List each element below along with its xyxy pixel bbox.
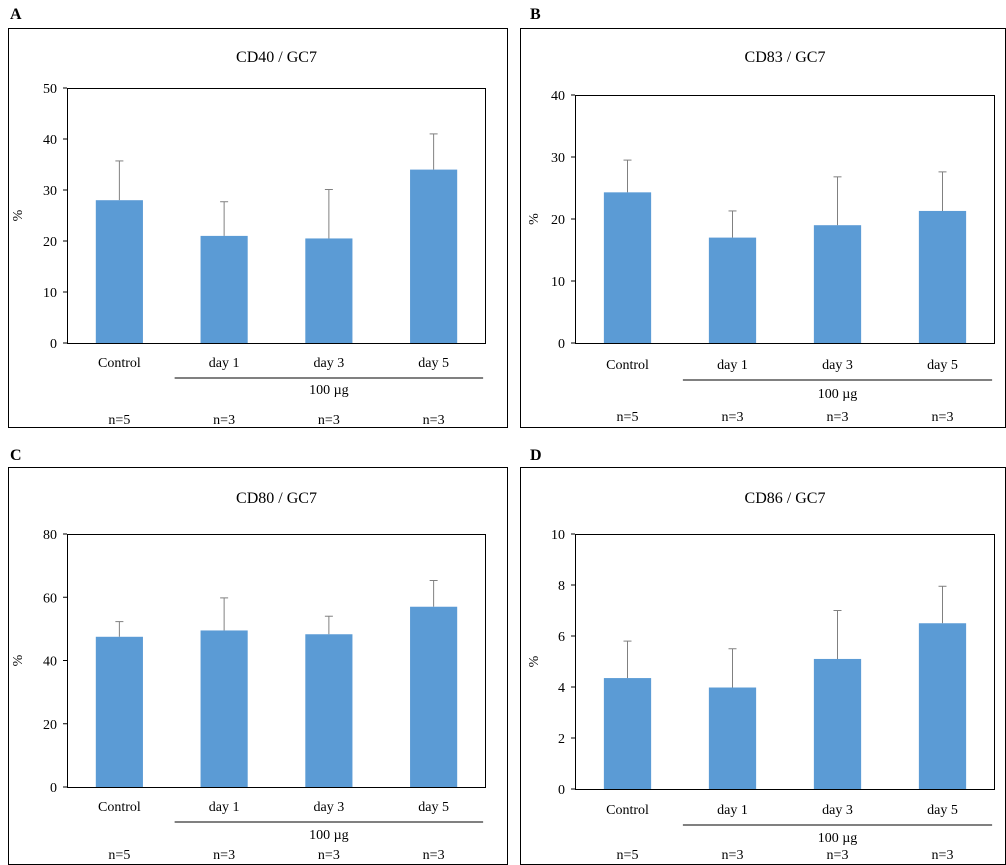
y-tick-label-a-20: 20 bbox=[43, 235, 57, 250]
group-label-c: 100 µg bbox=[309, 828, 349, 843]
n-label-a-day-5: n=3 bbox=[423, 413, 445, 428]
chart-title-c: CD80 / GC7 bbox=[236, 490, 317, 507]
bar-b-day-3 bbox=[813, 225, 862, 343]
y-tick-label-d-8: 8 bbox=[558, 579, 565, 594]
category-label-c-day-3: day 3 bbox=[314, 800, 345, 815]
category-label-d-day-5: day 5 bbox=[927, 803, 958, 818]
n-label-d-day-3: n=3 bbox=[827, 848, 849, 863]
y-tick-label-d-4: 4 bbox=[558, 681, 565, 696]
bar-d-day-5 bbox=[918, 623, 967, 789]
bar-b-day-5 bbox=[918, 210, 967, 343]
n-label-d-day-5: n=3 bbox=[932, 848, 954, 863]
plot-area-b bbox=[575, 95, 995, 344]
plot-area-d bbox=[575, 534, 995, 790]
n-label-c-day-1: n=3 bbox=[213, 848, 235, 863]
y-tick-label-d-6: 6 bbox=[558, 630, 565, 645]
group-label-a: 100 µg bbox=[309, 383, 349, 398]
n-label-b-control: n=5 bbox=[617, 410, 639, 425]
category-label-b-day-3: day 3 bbox=[822, 358, 853, 373]
n-label-d-day-1: n=3 bbox=[722, 848, 744, 863]
n-label-c-control: n=5 bbox=[108, 848, 130, 863]
bar-c-day-5 bbox=[410, 606, 458, 787]
category-label-b-control: Control bbox=[606, 358, 649, 373]
bar-c-control bbox=[95, 636, 143, 787]
n-label-b-day-5: n=3 bbox=[932, 410, 954, 425]
bar-c-day-3 bbox=[305, 634, 353, 787]
chart-title-a: CD40 / GC7 bbox=[236, 49, 317, 66]
y-axis-label-a: % bbox=[11, 209, 26, 221]
category-label-d-day-3: day 3 bbox=[822, 803, 853, 818]
n-label-b-day-3: n=3 bbox=[827, 410, 849, 425]
y-tick-label-b-30: 30 bbox=[551, 151, 565, 166]
n-label-c-day-3: n=3 bbox=[318, 848, 340, 863]
category-label-b-day-1: day 1 bbox=[717, 358, 748, 373]
n-label-c-day-5: n=3 bbox=[423, 848, 445, 863]
n-label-d-control: n=5 bbox=[617, 848, 639, 863]
y-tick-label-a-0: 0 bbox=[50, 337, 57, 352]
panel-frame-a bbox=[8, 28, 508, 428]
category-label-c-day-5: day 5 bbox=[418, 800, 449, 815]
bar-a-day-5 bbox=[410, 169, 458, 343]
n-label-b-day-1: n=3 bbox=[722, 410, 744, 425]
group-label-b: 100 µg bbox=[818, 387, 858, 402]
panel-letter-c: C bbox=[10, 447, 22, 464]
category-label-a-day-3: day 3 bbox=[314, 356, 345, 371]
n-label-a-day-3: n=3 bbox=[318, 413, 340, 428]
y-tick-label-a-40: 40 bbox=[43, 133, 57, 148]
chart-title-d: CD86 / GC7 bbox=[745, 490, 826, 507]
y-tick-label-b-10: 10 bbox=[551, 275, 565, 290]
y-tick-label-c-0: 0 bbox=[50, 781, 57, 796]
y-tick-label-d-10: 10 bbox=[551, 528, 565, 543]
panel-letter-d: D bbox=[530, 447, 542, 464]
bar-b-day-1 bbox=[708, 237, 757, 343]
n-label-a-day-1: n=3 bbox=[213, 413, 235, 428]
y-axis-label-d: % bbox=[527, 655, 542, 667]
panel-letter-a: A bbox=[10, 6, 22, 23]
y-tick-label-c-40: 40 bbox=[43, 655, 57, 670]
y-axis-label-b: % bbox=[527, 213, 542, 225]
category-label-d-control: Control bbox=[606, 803, 649, 818]
bar-d-day-3 bbox=[813, 658, 862, 789]
y-tick-label-a-10: 10 bbox=[43, 286, 57, 301]
y-tick-label-c-60: 60 bbox=[43, 591, 57, 606]
category-label-b-day-5: day 5 bbox=[927, 358, 958, 373]
y-tick-label-a-30: 30 bbox=[43, 184, 57, 199]
bar-a-control bbox=[95, 200, 143, 343]
chart-title-b: CD83 / GC7 bbox=[745, 49, 826, 66]
category-label-c-day-1: day 1 bbox=[209, 800, 240, 815]
category-label-c-control: Control bbox=[98, 800, 141, 815]
y-tick-label-a-50: 50 bbox=[43, 82, 57, 97]
y-tick-label-c-80: 80 bbox=[43, 528, 57, 543]
bar-a-day-3 bbox=[305, 238, 353, 343]
bar-d-control bbox=[603, 678, 652, 789]
y-tick-label-b-20: 20 bbox=[551, 213, 565, 228]
y-tick-label-c-20: 20 bbox=[43, 718, 57, 733]
category-label-a-control: Control bbox=[98, 356, 141, 371]
y-tick-label-b-40: 40 bbox=[551, 89, 565, 104]
category-label-a-day-1: day 1 bbox=[209, 356, 240, 371]
bar-b-control bbox=[603, 192, 652, 343]
n-label-a-control: n=5 bbox=[108, 413, 130, 428]
plot-area-a bbox=[67, 88, 486, 344]
category-label-a-day-5: day 5 bbox=[418, 356, 449, 371]
y-axis-label-c: % bbox=[11, 654, 26, 666]
bar-c-day-1 bbox=[200, 630, 248, 787]
y-tick-label-d-2: 2 bbox=[558, 732, 565, 747]
y-tick-label-b-0: 0 bbox=[558, 337, 565, 352]
bar-a-day-1 bbox=[200, 235, 248, 343]
panel-letter-b: B bbox=[530, 6, 541, 23]
group-label-d: 100 µg bbox=[818, 831, 858, 846]
category-label-d-day-1: day 1 bbox=[717, 803, 748, 818]
plot-area-c bbox=[67, 534, 486, 788]
y-tick-label-d-0: 0 bbox=[558, 783, 565, 798]
bar-d-day-1 bbox=[708, 687, 757, 789]
